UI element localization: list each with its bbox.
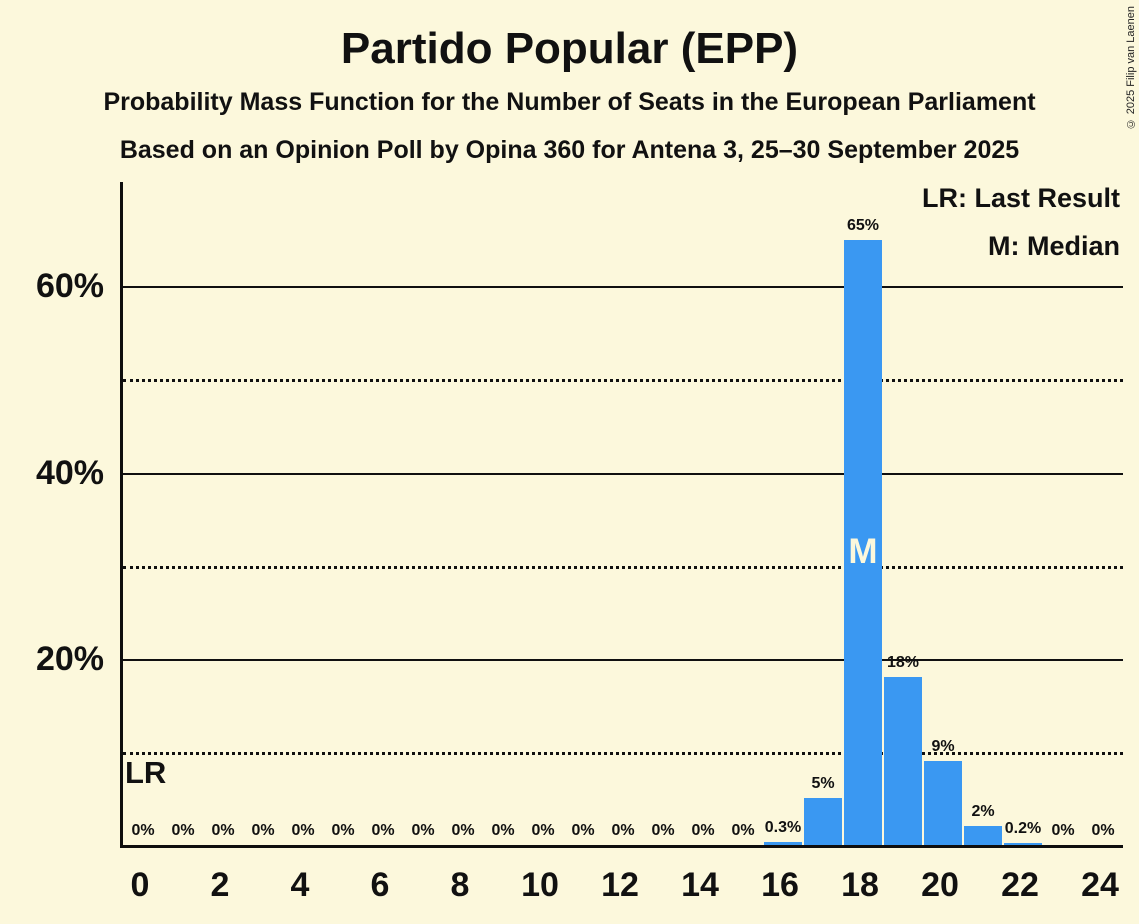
x-tick-10: 10 (521, 866, 559, 904)
y-tick-60: 60% (35, 267, 104, 305)
bar-value-label-seat-15: 0% (731, 822, 755, 839)
chart-subtitle: Probability Mass Function for the Number… (103, 88, 1036, 116)
bar-value-label-seat-12: 0% (611, 822, 635, 839)
bar-value-label-seat-7: 0% (411, 822, 435, 839)
bar-value-label-seat-14: 0% (691, 822, 715, 839)
bar-value-label-seat-10: 0% (531, 822, 555, 839)
chart-title: Partido Popular (EPP) (340, 24, 799, 73)
bar-value-label-seat-21: 2% (971, 803, 995, 820)
x-tick-18: 18 (841, 866, 879, 904)
bar-value-label-seat-9: 0% (491, 822, 515, 839)
x-tick-22: 22 (1001, 866, 1039, 904)
bar-value-label-seat-6: 0% (371, 822, 395, 839)
bar-value-label-seat-24: 0% (1091, 822, 1115, 839)
y-tick-40: 40% (35, 454, 104, 492)
gridline-dotted-10 (123, 752, 1123, 755)
x-tick-24: 24 (1081, 866, 1119, 904)
bar-value-label-seat-19: 18% (886, 654, 920, 671)
legend-median: M: Median (988, 231, 1120, 261)
x-tick-8: 8 (450, 866, 470, 904)
bar-value-label-seat-1: 0% (171, 822, 195, 839)
x-tick-12: 12 (601, 866, 639, 904)
x-tick-20: 20 (921, 866, 959, 904)
bar-seat-16 (764, 842, 802, 845)
bar-value-label-seat-5: 0% (331, 822, 355, 839)
gridline-solid-20 (123, 659, 1123, 661)
median-marker: M (848, 532, 878, 571)
bar-seat-22 (1004, 843, 1042, 845)
x-tick-16: 16 (761, 866, 799, 904)
bar-value-label-seat-13: 0% (651, 822, 675, 839)
bar-value-label-seat-22: 0.2% (1004, 820, 1042, 837)
bar-value-label-seat-4: 0% (291, 822, 315, 839)
bar-value-label-seat-16: 0.3% (764, 819, 802, 836)
gridline-dotted-50 (123, 379, 1123, 382)
bar-seat-18 (844, 240, 882, 845)
gridline-solid-60 (123, 286, 1123, 288)
bar-seat-19 (884, 677, 922, 845)
bar-value-label-seat-23: 0% (1051, 822, 1075, 839)
bar-seat-17 (804, 798, 842, 845)
gridline-solid-40 (123, 473, 1123, 475)
bar-value-label-seat-0: 0% (131, 822, 155, 839)
copyright-notice: © 2025 Filip van Laenen (1125, 6, 1137, 130)
bar-seat-21 (964, 826, 1002, 845)
x-tick-0: 0 (130, 866, 150, 904)
gridline-dotted-30 (123, 566, 1123, 569)
last-result-label: LR (125, 755, 167, 790)
chart-poll-source: Based on an Opinion Poll by Opina 360 fo… (119, 136, 1020, 164)
bar-seat-20 (924, 761, 962, 845)
x-tick-6: 6 (370, 866, 390, 904)
plot-area: 0% 0% 0% 0% 0% 0% 0% 0% 0% 0% 0% 0% 0% 0% 0% 0% 0.3% 5% 65… (120, 182, 1123, 848)
bar-value-label-seat-18: 65% (846, 217, 880, 234)
y-tick-20: 20% (35, 640, 104, 678)
bar-value-label-seat-11: 0% (571, 822, 595, 839)
bar-value-label-seat-17: 5% (811, 775, 835, 792)
legend-last-result: LR: Last Result (921, 183, 1120, 213)
bar-value-label-seat-20: 9% (931, 738, 955, 755)
bar-value-label-seat-8: 0% (451, 822, 475, 839)
x-tick-14: 14 (681, 866, 719, 904)
bar-value-label-seat-2: 0% (211, 822, 235, 839)
bar-value-label-seat-3: 0% (251, 822, 275, 839)
x-tick-2: 2 (210, 866, 230, 904)
x-tick-4: 4 (290, 866, 310, 904)
